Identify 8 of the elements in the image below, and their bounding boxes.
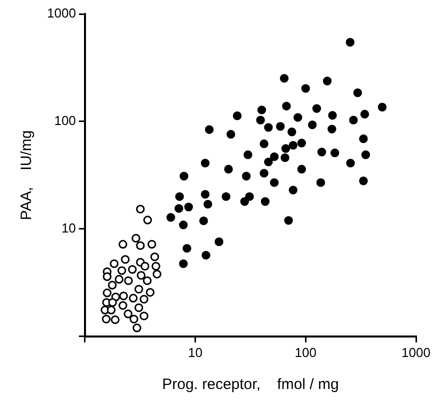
x-tick-label: 10 (188, 344, 203, 360)
x-tick-label: 100 (294, 344, 316, 360)
x-tick-label: 1000 (402, 344, 430, 360)
y-axis-title: PAA, IU/mg (18, 130, 36, 220)
y-tick-label: 10 (61, 220, 76, 236)
x-axis-title: Prog. receptor, fmol / mg (162, 376, 339, 394)
y-tick-label: 100 (54, 113, 76, 128)
y-tick-label: 1000 (47, 6, 76, 21)
